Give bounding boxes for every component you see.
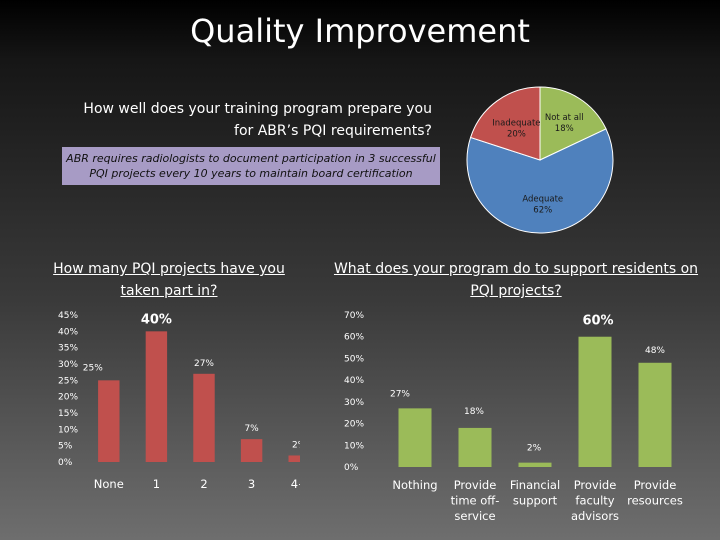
- data-label-provide-faculty-advisors: 60%: [582, 314, 613, 329]
- category-label-nothing: Nothing: [392, 478, 437, 492]
- bar-financial-support: [518, 462, 552, 467]
- category-label-1: 1: [153, 477, 160, 491]
- y-tick-label: 0%: [344, 463, 359, 473]
- category-label-none: None: [94, 477, 124, 491]
- data-label-provide-time-off-service: 18%: [464, 407, 484, 417]
- y-tick-label: 40%: [344, 376, 364, 386]
- bar-3: [240, 439, 263, 462]
- category-label-3: 3: [248, 477, 255, 491]
- bar-none: [98, 380, 120, 462]
- data-label-nothing: 27%: [390, 389, 410, 399]
- category-label-provide-faculty-advisors: Provide faculty advisors: [571, 478, 619, 523]
- y-tick-label: 70%: [344, 311, 364, 321]
- data-label-1: 40%: [141, 312, 172, 327]
- pie-slice-adequate: [466, 128, 614, 234]
- projects-bar-chart: 0% 5% 10% 15% 20% 25% 30% 35% 40% 45% 25% None 40% 1 2…: [58, 311, 300, 491]
- pie-slice-not-at-all: [539, 86, 607, 161]
- chart-heading-projects: How many PQI projects have you taken par…: [53, 261, 285, 299]
- y-tick-label: 5%: [58, 442, 73, 452]
- y-tick-label: 30%: [58, 360, 78, 370]
- support-bar-chart: 0% 10% 20% 30% 40% 50% 60% 70% 27% Nothing 18% Prov…: [344, 311, 683, 523]
- y-tick-label: 25%: [58, 376, 78, 386]
- pie-question: How well does your training program prep…: [83, 101, 432, 139]
- bar-nothing: [398, 408, 432, 467]
- y-tick-label: 15%: [58, 409, 78, 419]
- y-tick-label: 10%: [344, 441, 364, 451]
- note-box: ABR requires radiologists to document pa…: [62, 147, 440, 185]
- y-tick-label: 35%: [58, 344, 78, 354]
- y-tick-label: 60%: [344, 333, 364, 343]
- y-tick-label: 45%: [58, 311, 78, 321]
- data-label-4: 2%: [292, 440, 300, 450]
- category-label-provide-time-off-service: Provide time off-service: [451, 478, 500, 523]
- bar-1: [145, 331, 168, 462]
- y-tick-label: 30%: [344, 398, 364, 408]
- category-label-financial-support: Financial support: [510, 478, 560, 508]
- category-label-provide-resources: Provide resources: [627, 478, 683, 508]
- pie-label-adequate: Adequate: [522, 195, 563, 205]
- page-title: Quality Improvement: [190, 12, 530, 50]
- bar-4: [288, 455, 300, 462]
- data-label-provide-resources: 48%: [645, 346, 665, 356]
- pie-slice-inadequate: [469, 86, 541, 161]
- y-tick-label: 40%: [58, 327, 78, 337]
- data-label-3: 7%: [244, 424, 259, 434]
- pie-label-inadequate: Inadequate: [492, 119, 540, 129]
- bar-provide-faculty-advisors: [578, 336, 612, 467]
- data-label-2: 27%: [194, 359, 214, 369]
- y-tick-label: 10%: [58, 425, 78, 435]
- y-tick-label: 20%: [344, 420, 364, 430]
- bar-provide-resources: [638, 362, 672, 467]
- category-label-2: 2: [200, 477, 207, 491]
- y-tick-label: 20%: [58, 393, 78, 403]
- pie-value-adequate: 62%: [533, 206, 552, 216]
- pie-value-not-at-all: 18%: [555, 124, 574, 134]
- category-label-4: 4+: [291, 477, 300, 491]
- chart-heading-support: What does your program do to support res…: [333, 261, 699, 299]
- pie-label-not-at-all: Not at all: [545, 113, 584, 123]
- note-text: ABR requires radiologists to document pa…: [66, 152, 436, 180]
- data-label-none: 25%: [83, 363, 103, 373]
- data-label-financial-support: 2%: [527, 444, 542, 454]
- bar-provide-time-off-service: [458, 427, 492, 467]
- pie-value-inadequate: 20%: [507, 130, 526, 140]
- y-tick-label: 50%: [344, 354, 364, 364]
- bar-2: [193, 373, 215, 462]
- y-tick-label: 0%: [58, 458, 73, 468]
